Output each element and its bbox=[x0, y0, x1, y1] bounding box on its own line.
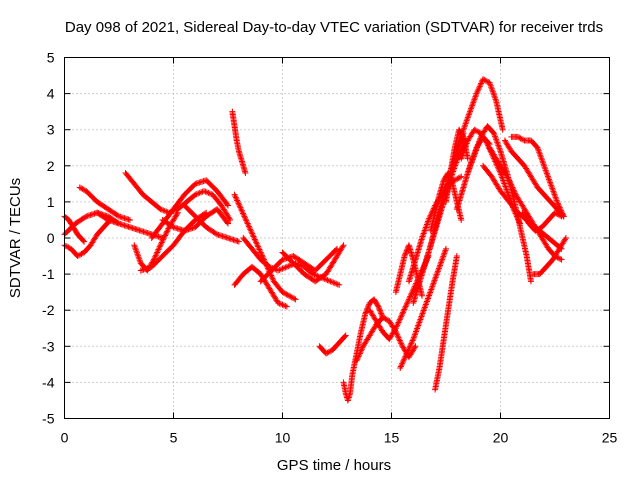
marker-trace bbox=[76, 184, 133, 223]
marker-trace bbox=[453, 133, 493, 213]
series-arc-39 bbox=[519, 209, 565, 234]
marker-trace bbox=[257, 245, 340, 285]
series-arc-16 bbox=[257, 245, 340, 285]
marker-trace bbox=[316, 332, 349, 357]
marker-trace bbox=[229, 108, 249, 177]
marker-trace bbox=[453, 76, 506, 151]
marker-trace bbox=[432, 253, 460, 393]
grid bbox=[64, 57, 610, 419]
series-arc-30 bbox=[453, 76, 506, 151]
marker-trace bbox=[501, 137, 567, 220]
y-tick-labels: -5 -4 -3 -2 -1 0 1 2 3 4 5 bbox=[42, 50, 55, 427]
series-arc-17 bbox=[279, 242, 347, 285]
marker-trace bbox=[279, 242, 347, 285]
y-tick-label: 1 bbox=[47, 194, 55, 210]
y-tick-label: -5 bbox=[42, 411, 55, 427]
chart-title: Day 098 of 2021, Sidereal Day-to-day VTE… bbox=[65, 19, 603, 36]
plot-frame bbox=[64, 57, 610, 419]
y-tick-label: 3 bbox=[47, 122, 55, 138]
marker-trace bbox=[530, 235, 569, 278]
x-tick-label: 0 bbox=[61, 430, 69, 446]
x-tick-label: 25 bbox=[602, 430, 618, 446]
x-tick-label: 20 bbox=[493, 430, 509, 446]
series-arc-33 bbox=[453, 133, 493, 213]
series-arc-04 bbox=[76, 184, 133, 223]
y-tick-label: -3 bbox=[42, 338, 55, 354]
marker-trace bbox=[519, 209, 565, 234]
series-arc-19 bbox=[340, 296, 386, 404]
x-axis-label: GPS time / hours bbox=[277, 457, 391, 474]
marker-trace bbox=[353, 314, 419, 364]
series-arc-37 bbox=[508, 133, 567, 220]
y-tick-label: -1 bbox=[42, 266, 55, 282]
series-arc-36 bbox=[501, 137, 567, 220]
series-arc-11 bbox=[181, 202, 242, 245]
x-tick-labels: 0 5 10 15 20 25 bbox=[61, 430, 618, 446]
y-axis-label: SDTVAR / TECUs bbox=[7, 178, 24, 298]
series-arc-09 bbox=[148, 177, 231, 241]
series-arc-38 bbox=[530, 235, 569, 278]
series-arc-27 bbox=[432, 253, 460, 393]
x-tick-label: 5 bbox=[170, 430, 178, 446]
y-tick-label: 2 bbox=[47, 158, 55, 174]
series-arc-23 bbox=[397, 245, 449, 371]
marker-trace bbox=[397, 245, 449, 371]
marker-trace bbox=[181, 202, 242, 245]
y-tick-label: 0 bbox=[47, 230, 55, 246]
series-arc-20 bbox=[353, 314, 419, 364]
series-arc-18 bbox=[316, 332, 349, 357]
y-tick-label: 4 bbox=[47, 86, 55, 102]
marker-trace bbox=[340, 296, 386, 404]
series-arc-12 bbox=[229, 108, 249, 177]
y-tick-label: -4 bbox=[42, 374, 55, 390]
marker-trace bbox=[148, 177, 231, 241]
x-tick-label: 10 bbox=[275, 430, 291, 446]
y-tick-label: -2 bbox=[42, 302, 55, 318]
marker-trace bbox=[508, 133, 567, 220]
x-tick-label: 15 bbox=[384, 430, 400, 446]
data-markers bbox=[61, 76, 569, 404]
y-tick-label: 5 bbox=[47, 50, 55, 66]
